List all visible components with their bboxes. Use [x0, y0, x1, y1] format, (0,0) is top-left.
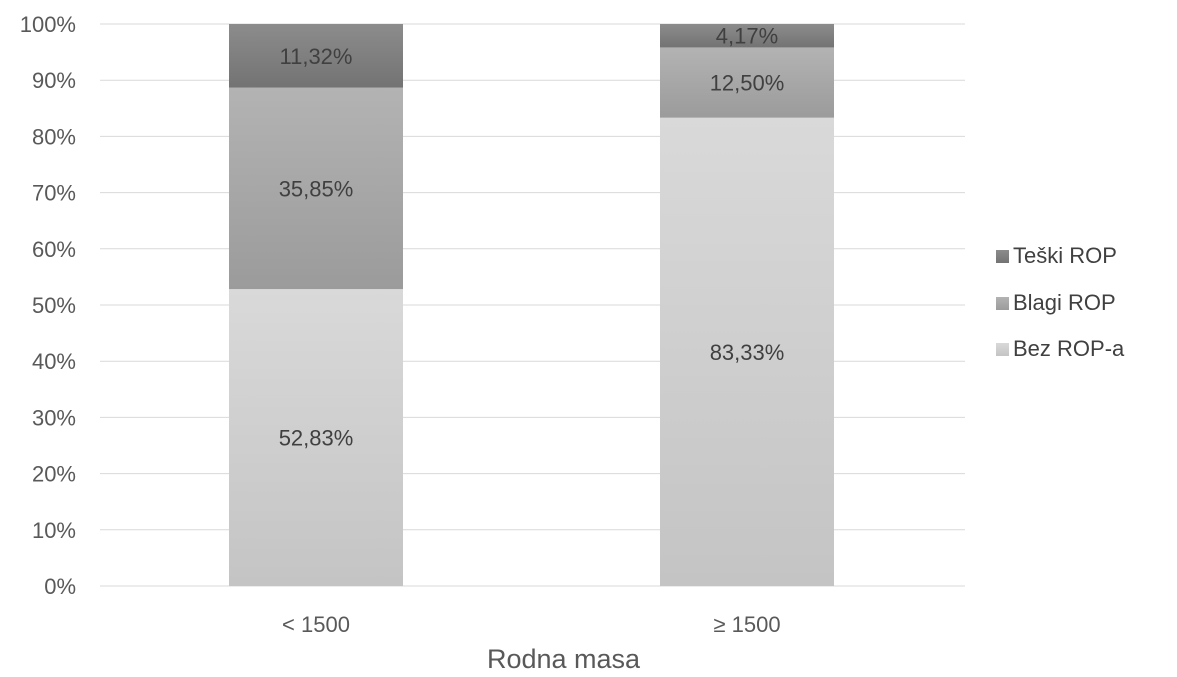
legend-label: Blagi ROP	[1013, 290, 1116, 315]
y-tick-label: 40%	[32, 349, 76, 374]
bars	[229, 24, 834, 587]
y-tick-label: 0%	[44, 574, 76, 599]
bar-segment	[660, 117, 834, 587]
y-tick-label: 30%	[32, 405, 76, 430]
bar-segment	[229, 87, 403, 290]
y-axis-ticks: 0% 10% 20% 30% 40% 50% 60% 70% 80% 90% 100%	[20, 12, 76, 599]
data-label: 4,17%	[716, 24, 778, 49]
legend-swatch	[996, 250, 1009, 263]
y-tick-label: 100%	[20, 12, 76, 37]
bar-segment	[660, 24, 834, 48]
y-tick-label: 50%	[32, 293, 76, 318]
legend-swatch	[996, 297, 1009, 310]
legend-swatch	[996, 343, 1009, 356]
data-label: 83,33%	[710, 340, 785, 365]
x-tick-label: < 1500	[282, 612, 350, 637]
y-tick-label: 60%	[32, 237, 76, 262]
y-tick-label: 10%	[32, 518, 76, 543]
data-label: 52,83%	[279, 426, 354, 451]
y-tick-label: 70%	[32, 181, 76, 206]
x-axis-title: Rodna masa	[487, 644, 641, 674]
bar-segment	[660, 47, 834, 118]
x-axis-ticks: < 1500 ≥ 1500	[282, 612, 781, 637]
y-tick-label: 80%	[32, 124, 76, 149]
legend-label: Teški ROP	[1013, 243, 1117, 268]
y-tick-label: 90%	[32, 68, 76, 93]
legend-label: Bez ROP-a	[1013, 336, 1125, 361]
y-tick-label: 20%	[32, 462, 76, 487]
legend: Teški ROP Blagi ROP Bez ROP-a	[996, 243, 1125, 361]
x-tick-label: ≥ 1500	[713, 612, 780, 637]
bar-segment	[229, 289, 403, 586]
bar-segment	[229, 24, 403, 88]
data-labels: 52,83% 35,85% 11,32% 83,33% 12,50% 4,17%	[279, 24, 785, 451]
data-label: 12,50%	[710, 71, 785, 96]
data-label: 11,32%	[280, 44, 353, 69]
data-label: 35,85%	[279, 176, 354, 201]
